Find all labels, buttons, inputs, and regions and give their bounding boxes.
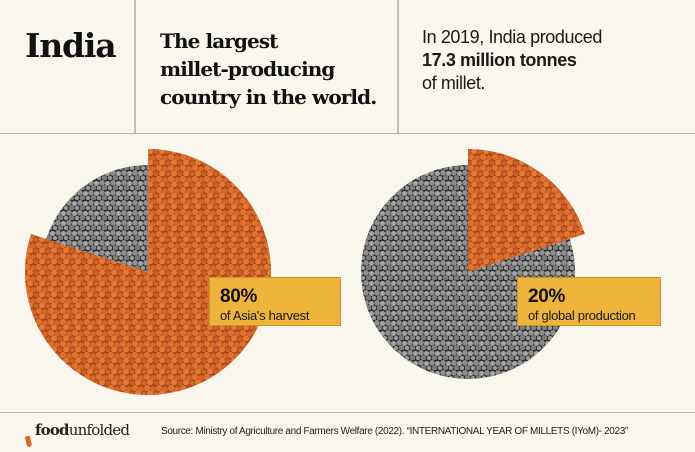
logo-rest: unfolded [68, 421, 130, 439]
tagline-line: country in the world. [160, 85, 377, 109]
annotation-text: of global production [528, 308, 636, 323]
tagline-line: millet-producing [160, 57, 335, 81]
tagline-line: The largest [160, 29, 278, 53]
foodunfolded-logo[interactable]: ᴵfoodunfolded [24, 421, 130, 448]
pie-chart-global [361, 149, 585, 379]
pie-slice-india [24, 149, 272, 395]
header: India The largest millet-producing count… [0, 0, 695, 134]
country-title: India [25, 26, 117, 65]
footer-divider [0, 412, 695, 413]
header-divider [134, 0, 136, 133]
annotation-value: 20% [528, 286, 566, 307]
stat-value: 17.3 million tonnes [422, 50, 577, 70]
annotation-text: of Asia's harvest [220, 308, 310, 323]
stat-unit: of millet. [422, 73, 486, 93]
header-divider [397, 0, 399, 133]
carrot-icon: ᴵ [24, 435, 33, 448]
stat-intro: In 2019, India produced [422, 27, 602, 47]
source-citation: Source: Ministry of Agriculture and Farm… [161, 426, 628, 437]
pie-charts [24, 149, 585, 395]
pie-slice-india [468, 149, 585, 272]
annotation-value: 80% [220, 286, 258, 307]
pie-chart-asia [24, 149, 272, 395]
logo-bold: food [35, 421, 70, 439]
production-stat: In 2019, India produced 17.3 million ton… [422, 26, 682, 95]
annotation-asia: 80% of Asia's harvest [209, 277, 341, 326]
tagline: The largest millet-producing country in … [160, 27, 395, 111]
annotation-global: 20% of global production [517, 277, 661, 326]
pie-slice-rest-of-asia [46, 165, 148, 272]
